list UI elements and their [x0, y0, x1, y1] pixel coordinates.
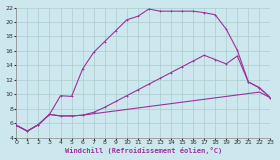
- X-axis label: Windchill (Refroidissement éolien,°C): Windchill (Refroidissement éolien,°C): [65, 148, 222, 154]
